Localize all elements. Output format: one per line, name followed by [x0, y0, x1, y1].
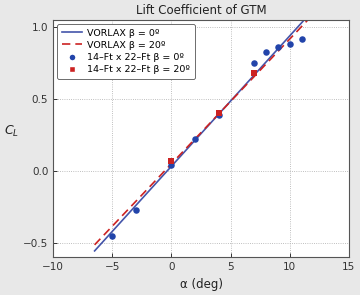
- Y-axis label: $C_L$: $C_L$: [4, 124, 19, 139]
- Point: [216, 111, 222, 116]
- Point: [251, 71, 257, 76]
- Point: [133, 207, 139, 212]
- Point: [168, 163, 174, 168]
- Point: [299, 36, 305, 41]
- Point: [263, 49, 269, 54]
- X-axis label: α (deg): α (deg): [180, 278, 222, 291]
- Point: [168, 158, 174, 163]
- Point: [109, 234, 115, 239]
- Point: [192, 137, 198, 142]
- Point: [275, 45, 281, 50]
- Point: [251, 61, 257, 65]
- Point: [287, 42, 293, 47]
- Title: Lift Coefficient of GTM: Lift Coefficient of GTM: [136, 4, 266, 17]
- Legend: VORLAX β = 0º, VORLAX β = 20º, 14–Ft x 22–Ft β = 0º, 14–Ft x 22–Ft β = 20º: VORLAX β = 0º, VORLAX β = 20º, 14–Ft x 2…: [57, 24, 195, 79]
- Point: [216, 112, 222, 117]
